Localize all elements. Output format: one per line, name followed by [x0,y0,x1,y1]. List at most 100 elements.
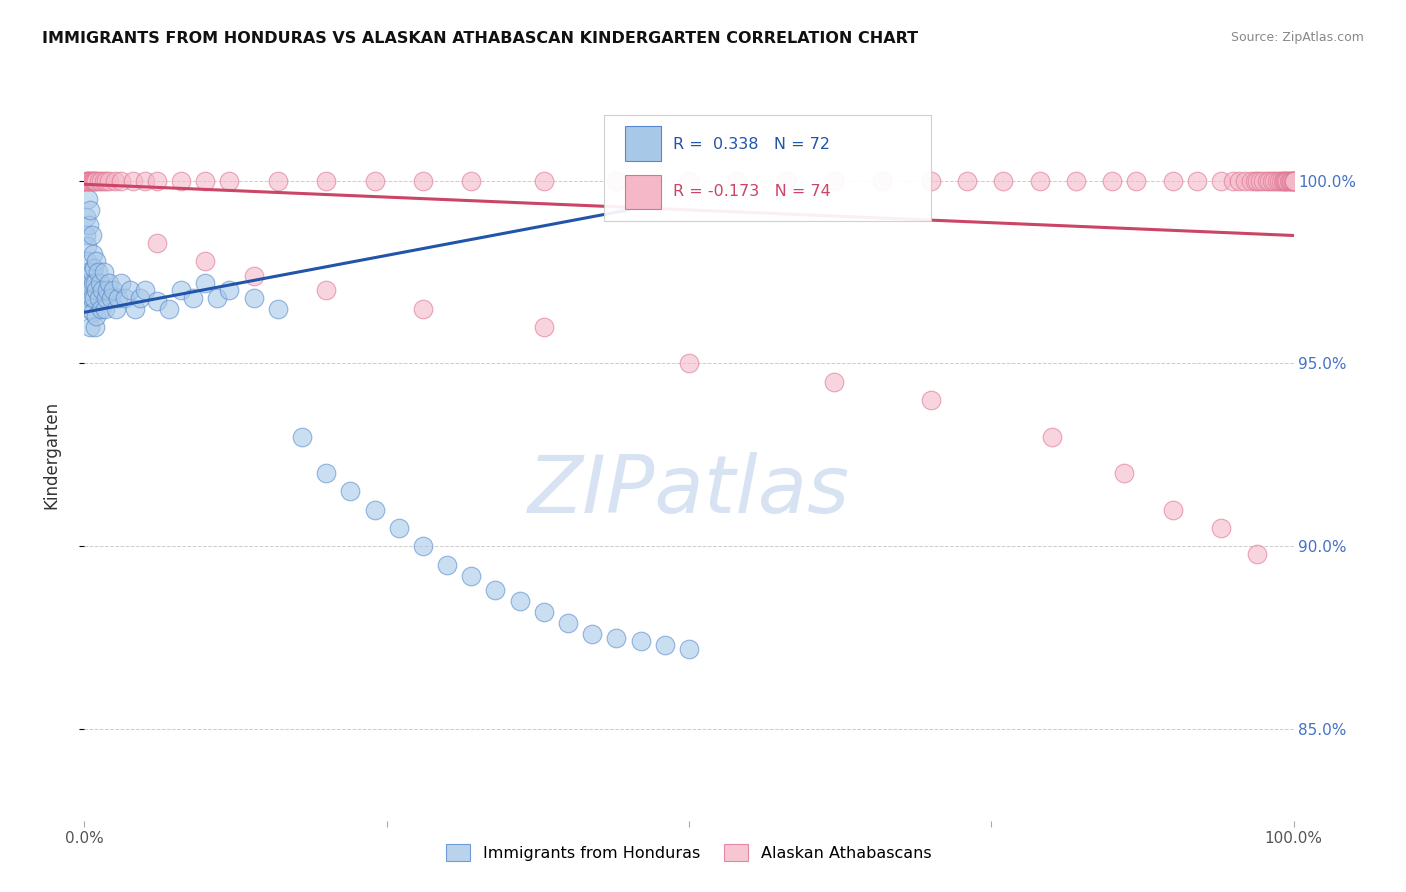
Point [1161,174,1184,188]
Point [1040,430,1063,444]
Point [1185,174,1208,188]
Point [146,294,169,309]
Point [83,291,105,305]
Point [412,539,434,553]
Point [1281,174,1303,188]
Point [77,192,100,206]
Point [100,291,122,305]
Text: IMMIGRANTS FROM HONDURAS VS ALASKAN ATHABASCAN KINDERGARTEN CORRELATION CHART: IMMIGRANTS FROM HONDURAS VS ALASKAN ATHA… [42,31,918,46]
Point [90,301,112,316]
Point [1249,174,1271,188]
Point [533,320,555,334]
Point [775,174,797,188]
Point [77,174,100,188]
Point [242,268,264,283]
Point [460,174,482,188]
Point [1209,174,1232,188]
Point [79,320,101,334]
Point [87,174,110,188]
Point [1270,174,1292,188]
Y-axis label: Kindergarten: Kindergarten [42,401,60,509]
Point [1282,174,1305,188]
Point [242,291,264,305]
Point [157,301,180,316]
Point [75,211,97,225]
Point [1265,174,1288,188]
Point [121,174,143,188]
Point [82,174,104,188]
Point [80,228,103,243]
Point [1263,174,1285,188]
Point [1234,174,1257,188]
Point [1243,174,1265,188]
Point [114,291,136,305]
Point [823,375,845,389]
Point [315,284,337,298]
Point [1064,174,1087,188]
Point [823,174,845,188]
Point [1274,174,1296,188]
Point [1268,174,1291,188]
Point [1125,174,1147,188]
Point [170,174,193,188]
Point [77,218,100,232]
Point [1282,174,1305,188]
Point [82,276,104,290]
Point [1275,174,1298,188]
Point [82,305,104,319]
Point [1240,174,1263,188]
Point [96,284,118,298]
FancyBboxPatch shape [624,175,661,210]
Point [363,174,385,188]
Text: Source: ZipAtlas.com: Source: ZipAtlas.com [1230,31,1364,45]
Point [134,284,156,298]
Point [1227,174,1250,188]
Legend: Immigrants from Honduras, Alaskan Athabascans: Immigrants from Honduras, Alaskan Athaba… [440,838,938,868]
Point [956,174,979,188]
Point [920,174,942,188]
Point [94,174,117,188]
Point [86,254,108,268]
Point [1101,174,1123,188]
Point [86,309,108,323]
Point [146,174,169,188]
Point [412,174,434,188]
Point [134,174,156,188]
Point [129,291,152,305]
Point [581,627,603,641]
FancyBboxPatch shape [624,127,661,161]
Point [75,174,97,188]
Point [83,261,105,276]
Text: ZIPatlas: ZIPatlas [527,452,851,531]
Point [1277,174,1299,188]
Point [267,301,290,316]
Point [84,320,107,334]
Point [872,174,894,188]
Point [484,583,506,598]
Point [82,247,104,261]
Point [412,301,434,316]
Point [218,174,240,188]
Point [77,301,100,316]
Point [207,291,229,305]
Point [291,430,314,444]
Point [315,174,337,188]
Point [110,174,132,188]
Point [91,284,114,298]
Point [533,605,555,619]
Point [97,276,120,290]
Point [79,174,101,188]
Point [84,174,107,188]
Point [533,174,555,188]
Point [86,265,108,279]
Point [1271,174,1294,188]
Point [83,174,105,188]
Point [79,202,101,217]
Point [1028,174,1050,188]
Point [460,568,482,582]
Point [1222,174,1244,188]
Point [725,174,748,188]
Point [315,467,337,481]
Point [104,301,127,316]
Point [920,393,942,408]
